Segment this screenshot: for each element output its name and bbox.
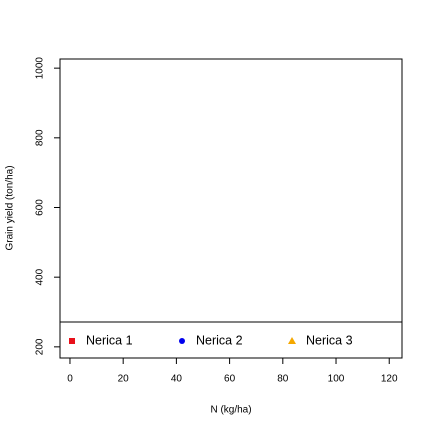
legend: Nerica 1 Nerica 2 Nerica 3 [60,321,402,359]
y-axis-label: Grain yield (ton/ha) [5,165,16,250]
legend-marker [179,338,185,344]
x-tick-label: 60 [224,374,236,385]
x-tick-label: 40 [171,374,183,385]
x-tick-label: 80 [277,374,289,385]
y-tick-label: 1000 [35,57,46,80]
legend-label: Nerica 1 [86,333,133,347]
y-tick-label: 800 [35,129,46,146]
x-tick-label: 20 [118,374,130,385]
legend-label: Nerica 3 [306,333,353,347]
y-tick-label: 200 [35,338,46,355]
plot-frame [59,58,403,359]
x-tick-label: 120 [381,374,398,385]
legend-marker [69,338,75,344]
x-tick-label: 100 [328,374,345,385]
legend-marker [288,337,296,344]
x-tick-label: 0 [67,374,73,385]
legend-label: Nerica 2 [196,333,243,347]
y-tick-label: 400 [35,268,46,285]
y-tick-label: 600 [35,199,46,216]
x-axis-label: N (kg/ha) [210,405,251,416]
legend-box [60,321,402,359]
